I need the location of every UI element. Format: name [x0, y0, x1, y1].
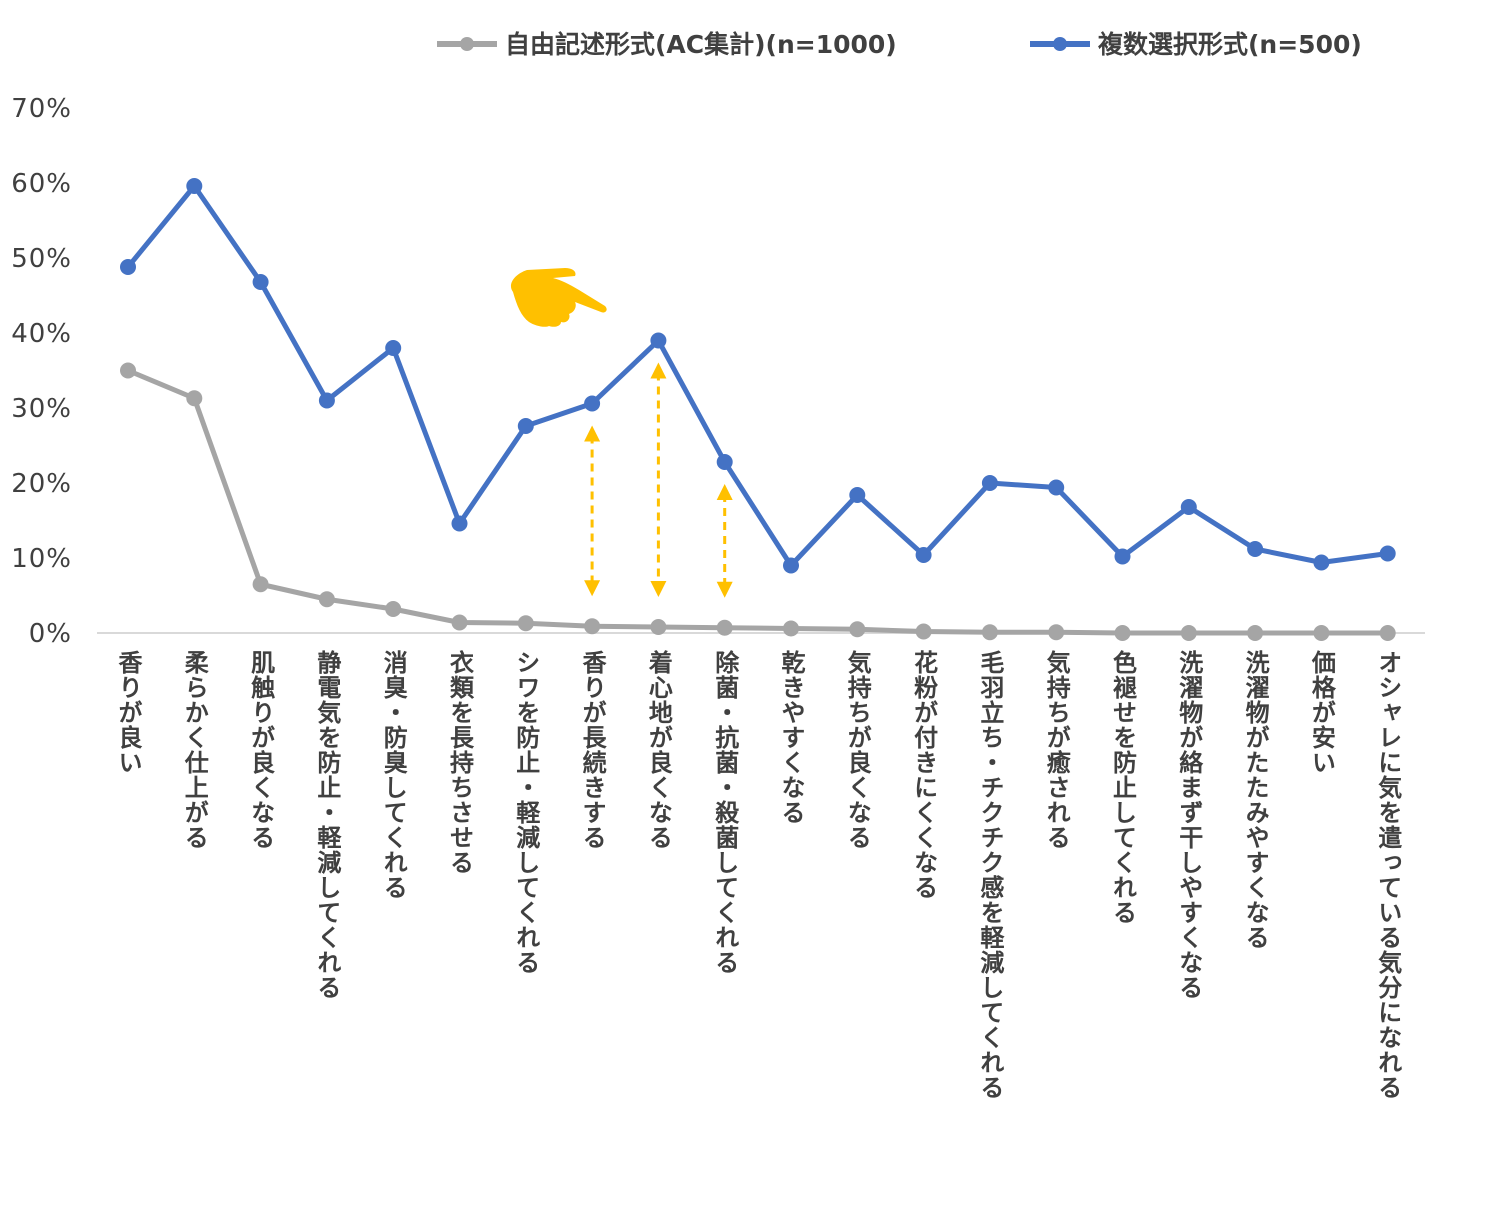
legend-marker-multi [1053, 37, 1067, 51]
data-point [1048, 479, 1065, 496]
x-category-label: 乾きやすくなる [777, 650, 805, 825]
data-point [1180, 625, 1197, 641]
series-multiple-choice [120, 178, 1396, 574]
data-point [584, 618, 601, 635]
series-free-description [120, 362, 1396, 641]
y-tick-label: 0% [29, 619, 72, 649]
data-point [981, 624, 998, 641]
data-point [783, 620, 799, 637]
legend-label-free: 自由記述形式(AC集計)(n=1000) [505, 30, 897, 59]
data-point [1180, 499, 1197, 515]
data-point [1379, 545, 1396, 562]
data-point [385, 601, 402, 617]
x-category-label: 静電気を防止・軽減してくれる [312, 650, 341, 1000]
data-point [1247, 541, 1264, 557]
gap-arrow [584, 425, 601, 597]
data-point [186, 178, 203, 194]
data-point [716, 454, 733, 470]
data-point [1313, 554, 1330, 571]
annotations [584, 362, 733, 598]
data-point [186, 390, 203, 407]
x-category-label: 着心地が良くなる [644, 650, 673, 850]
data-point [1247, 625, 1264, 641]
data-point [1313, 625, 1330, 641]
data-point [252, 576, 269, 593]
data-point [451, 614, 468, 631]
legend-label-multi: 複数選択形式(n=500) [1098, 30, 1362, 59]
x-category-label: 気持ちが癒される [1042, 650, 1071, 850]
y-axis: 0% 10% 20% 30% 40% 50% 60% 70% [11, 94, 72, 649]
legend: 自由記述形式(AC集計)(n=1000) 複数選択形式(n=500) [437, 30, 1362, 59]
data-point [517, 418, 534, 434]
x-category-label: 消臭・防臭してくれる [379, 650, 408, 900]
x-category-label: オシャレに気を遣っている気分になれる [1373, 650, 1402, 1100]
data-point [318, 591, 335, 608]
data-point [120, 362, 136, 379]
y-tick-label: 40% [11, 319, 72, 349]
data-point [1048, 624, 1065, 641]
legend-marker-free [460, 37, 474, 51]
gap-arrow [650, 362, 667, 597]
x-category-label: シワを防止・軽減してくれる [511, 650, 540, 975]
data-point [650, 619, 667, 635]
data-point [252, 274, 269, 290]
x-category-label: 衣類を長持ちさせる [445, 650, 474, 875]
x-category-label: 価格が安い [1307, 650, 1336, 775]
x-category-label: 毛羽立ち・チクチク感を軽減してくれる [975, 650, 1004, 1100]
data-point [584, 395, 601, 412]
data-point [1379, 625, 1396, 641]
y-tick-label: 50% [11, 244, 72, 274]
pointing-hand-icon [510, 268, 607, 327]
y-tick-label: 30% [11, 394, 72, 424]
data-point [650, 332, 667, 349]
x-category-label: 色褪せを防止してくれる [1108, 650, 1137, 925]
y-tick-label: 70% [11, 94, 72, 124]
x-category-label: 香りが良い [114, 650, 142, 775]
series-group [120, 178, 1396, 641]
data-point [517, 615, 534, 632]
data-point [451, 515, 468, 532]
data-point [385, 340, 402, 356]
data-point [915, 623, 932, 640]
x-category-label: 除菌・抗菌・殺菌してくれる [710, 650, 739, 975]
x-category-label: 香りが長続きする [578, 650, 607, 850]
x-category-label: 柔らかく仕上がる [180, 650, 209, 850]
x-category-label: 気持ちが良くなる [843, 650, 872, 850]
data-point [1114, 625, 1131, 641]
data-point [915, 547, 932, 563]
x-category-label: 洗濯物が絡まず干しやすくなる [1174, 650, 1203, 1000]
series-line [126, 183, 1389, 568]
data-point [716, 619, 733, 636]
x-category-label: 洗濯物がたたみやすくなる [1241, 650, 1270, 950]
data-point [981, 475, 998, 491]
data-point [120, 259, 136, 275]
gap-arrow [716, 484, 733, 598]
data-point [849, 487, 866, 503]
x-category-label: 肌触りが良くなる [246, 650, 275, 850]
x-category-label: 花粉が付きにくくなる [909, 650, 938, 900]
data-point [849, 621, 866, 638]
series-line [127, 368, 1388, 636]
y-tick-label: 60% [11, 169, 72, 199]
data-point [783, 557, 799, 574]
data-point [1114, 548, 1131, 565]
y-tick-label: 10% [11, 544, 72, 574]
y-tick-label: 20% [11, 469, 72, 499]
data-point [318, 392, 335, 409]
